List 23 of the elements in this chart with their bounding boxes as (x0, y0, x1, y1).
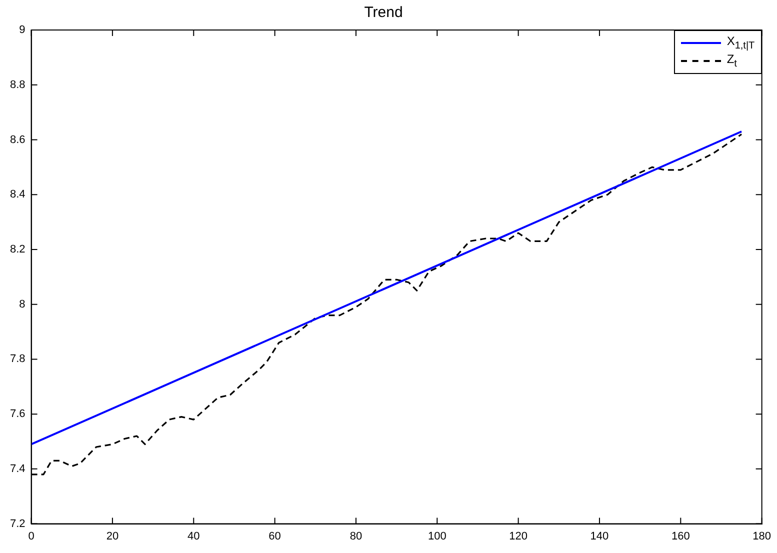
x-tick-label: 0 (28, 530, 34, 542)
y-tick-label: 8.2 (10, 244, 26, 256)
y-tick-label: 8.4 (10, 188, 26, 201)
y-tick-label: 7.6 (10, 408, 26, 420)
x-tick-label: 80 (350, 530, 362, 542)
legend-label: X$_{1,t|T}$ (726, 34, 755, 52)
x-tick-label: 40 (188, 530, 200, 542)
legend-label: Z$_{t}$ (726, 52, 737, 70)
x-tick-label: 140 (590, 530, 609, 542)
x-tick-label: 120 (509, 530, 528, 542)
y-tick-label: 8 (19, 298, 26, 310)
y-tick-label: 7.8 (10, 353, 26, 366)
chart-title: Trend (364, 4, 403, 22)
y-tick-label: 8.8 (10, 78, 26, 91)
x-tick-label: 100 (428, 530, 446, 542)
x-tick-label: 180 (752, 530, 772, 542)
x-tick-label: 20 (106, 530, 119, 542)
x-tick-label: 60 (268, 530, 281, 542)
y-tick-label: 7.2 (10, 518, 26, 530)
x-tick-label: 160 (671, 530, 690, 542)
y-tick-label: 7.4 (10, 462, 26, 475)
y-tick-label: 8.6 (10, 134, 26, 146)
y-tick-label: 9 (19, 24, 26, 36)
